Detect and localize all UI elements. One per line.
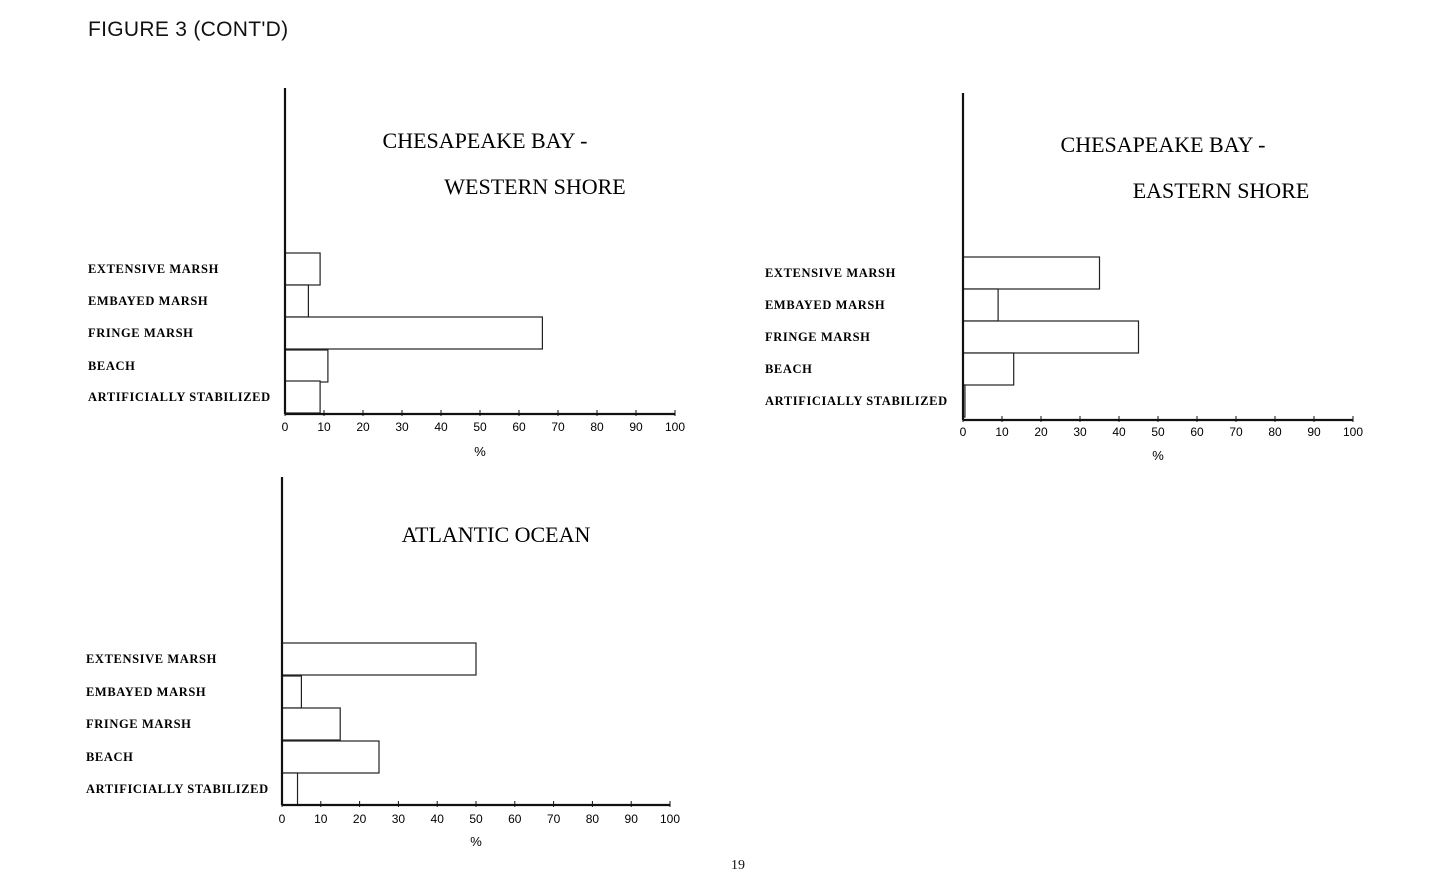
category-label: EMBAYED MARSH — [86, 685, 206, 699]
x-tick-label: 40 — [431, 812, 445, 826]
figure-title: FIGURE 3 (CONT'D) — [88, 18, 289, 41]
x-tick-label: 20 — [1034, 425, 1048, 439]
bar — [284, 284, 309, 318]
bar — [284, 252, 321, 286]
x-tick-label: 10 — [314, 812, 328, 826]
bar — [962, 320, 1140, 354]
x-tick-label: 0 — [282, 420, 289, 434]
bar — [284, 349, 329, 383]
bar — [281, 740, 380, 774]
bar — [962, 352, 1015, 386]
x-tick-label: 70 — [547, 812, 561, 826]
category-label: FRINGE MARSH — [86, 717, 191, 731]
x-tick-label: 90 — [625, 812, 639, 826]
x-tick-label: 30 — [1073, 425, 1087, 439]
x-tick-label: 60 — [508, 812, 522, 826]
x-axis-label: % — [470, 834, 482, 849]
x-tick-label: 70 — [1229, 425, 1243, 439]
x-tick-label: 60 — [512, 420, 526, 434]
x-tick-label: 10 — [995, 425, 1009, 439]
category-label: ARTIFICIALLY STABILIZED — [765, 394, 948, 408]
bar — [284, 316, 543, 350]
x-tick-label: 30 — [395, 420, 409, 434]
bar — [281, 642, 477, 676]
chart-title-line: WESTERN SHORE — [444, 174, 626, 199]
x-tick-label: 100 — [660, 812, 680, 826]
page-number: 19 — [731, 858, 745, 873]
x-tick-label: 80 — [1268, 425, 1282, 439]
x-axis-label: % — [1152, 448, 1164, 463]
x-tick-label: 0 — [279, 812, 286, 826]
category-label: EXTENSIVE MARSH — [86, 652, 217, 666]
category-label: EXTENSIVE MARSH — [765, 266, 896, 280]
x-tick-label: 50 — [473, 420, 487, 434]
x-tick-label: 70 — [551, 420, 565, 434]
x-tick-label: 90 — [1307, 425, 1321, 439]
x-tick-label: 80 — [586, 812, 600, 826]
x-tick-label: 40 — [434, 420, 448, 434]
category-label: ARTIFICIALLY STABILIZED — [88, 390, 271, 404]
x-tick-label: 0 — [960, 425, 967, 439]
bar — [962, 256, 1101, 290]
x-tick-label: 80 — [590, 420, 604, 434]
x-tick-label: 50 — [1151, 425, 1165, 439]
chart-title-line: CHESAPEAKE BAY - — [383, 128, 588, 153]
category-label: EMBAYED MARSH — [88, 294, 208, 308]
x-tick-label: 10 — [317, 420, 331, 434]
category-label: BEACH — [86, 750, 133, 764]
bar — [962, 288, 999, 322]
bar — [281, 772, 299, 806]
category-label: FRINGE MARSH — [88, 326, 193, 340]
x-axis-label: % — [474, 444, 486, 459]
x-tick-label: 100 — [665, 420, 685, 434]
category-label: BEACH — [765, 362, 812, 376]
category-label: EXTENSIVE MARSH — [88, 262, 219, 276]
category-label: BEACH — [88, 359, 135, 373]
category-label: EMBAYED MARSH — [765, 298, 885, 312]
category-label: FRINGE MARSH — [765, 330, 870, 344]
x-tick-label: 60 — [1190, 425, 1204, 439]
chart-title-line: EASTERN SHORE — [1133, 178, 1310, 203]
x-tick-label: 20 — [353, 812, 367, 826]
bar — [281, 707, 341, 741]
bar — [284, 380, 321, 414]
chart-title-line: ATLANTIC OCEAN — [402, 522, 591, 547]
x-tick-label: 40 — [1112, 425, 1126, 439]
x-tick-label: 100 — [1343, 425, 1363, 439]
category-label: ARTIFICIALLY STABILIZED — [86, 782, 269, 796]
x-tick-label: 90 — [629, 420, 643, 434]
x-tick-label: 30 — [392, 812, 406, 826]
bar — [281, 675, 302, 709]
x-tick-label: 20 — [356, 420, 370, 434]
chart-title-line: CHESAPEAKE BAY - — [1061, 132, 1266, 157]
x-tick-label: 50 — [469, 812, 483, 826]
